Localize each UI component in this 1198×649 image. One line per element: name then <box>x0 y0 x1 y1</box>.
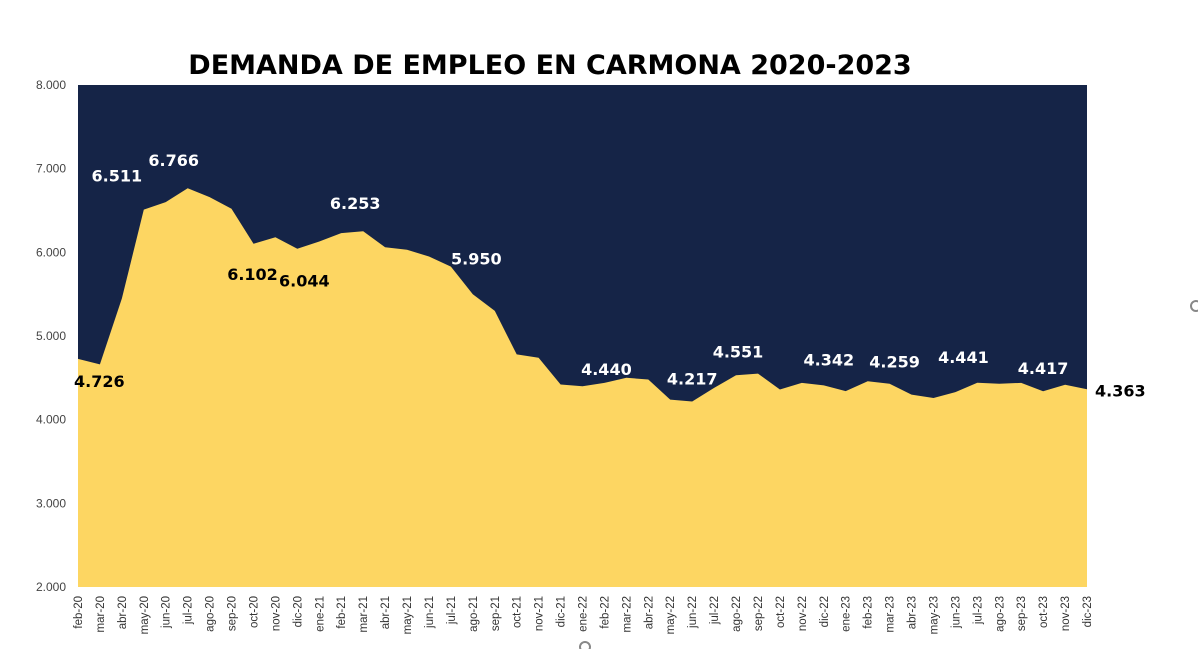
x-tick-label: nov-21 <box>534 596 546 631</box>
y-tick-label: 8.000 <box>36 78 66 92</box>
y-tick-label: 7.000 <box>36 162 66 176</box>
x-tick-label: jun-21 <box>424 596 436 629</box>
x-tick-label: abr-21 <box>380 596 392 629</box>
x-tick-label: jun-22 <box>687 596 699 629</box>
data-label: 4.441 <box>938 348 989 367</box>
x-tick-label: dic-22 <box>819 596 831 627</box>
x-tick-label: jul-21 <box>446 596 458 625</box>
area-series <box>78 188 1087 587</box>
data-label: 6.253 <box>330 194 381 213</box>
x-tick-label: nov-23 <box>1060 596 1072 631</box>
x-tick-label: mar-23 <box>885 596 897 632</box>
x-tick-label: ago-20 <box>205 596 217 632</box>
y-tick-label: 5.000 <box>36 329 66 343</box>
x-tick-label: nov-20 <box>270 596 282 631</box>
x-tick-label: abr-23 <box>907 596 919 629</box>
data-label: 6.511 <box>91 167 142 186</box>
x-tick-label: oct-22 <box>775 596 787 628</box>
data-label: 4.551 <box>713 343 764 362</box>
x-tick-label: feb-20 <box>73 596 85 629</box>
x-tick-label: jun-20 <box>161 596 173 629</box>
resize-handle-icon[interactable] <box>579 641 591 649</box>
data-labels: 4.726 6.511 6.766 6.102 6.044 6.253 5.950 4.440… <box>74 151 1146 400</box>
x-tick-label: ago-23 <box>994 596 1006 632</box>
x-tick-label: feb-23 <box>863 596 875 629</box>
data-label: 4.726 <box>74 372 125 391</box>
data-label: 4.417 <box>1018 359 1069 378</box>
x-tick-label: jul-20 <box>183 596 195 625</box>
x-tick-label: oct-20 <box>248 596 260 628</box>
x-tick-label: sep-20 <box>227 596 239 631</box>
x-tick-label: jul-22 <box>709 596 721 625</box>
x-tick-label: sep-23 <box>1016 596 1028 631</box>
x-tick-label: sep-21 <box>490 596 502 631</box>
x-axis: feb-20 mar-20 abr-20 may-20 jun-20 jul-20 ago-… <box>73 596 1094 634</box>
x-tick-label: abr-20 <box>117 596 129 629</box>
y-tick-label: 6.000 <box>36 245 66 259</box>
x-tick-label: may-21 <box>402 596 414 634</box>
x-tick-label: dic-23 <box>1082 596 1094 627</box>
x-tick-label: mar-20 <box>95 596 107 632</box>
x-tick-label: ene-23 <box>841 596 853 632</box>
data-label: 5.950 <box>451 250 502 269</box>
data-label: 4.217 <box>667 370 718 389</box>
x-tick-label: jun-23 <box>950 596 962 629</box>
x-tick-label: ago-22 <box>731 596 743 632</box>
x-tick-label: oct-21 <box>512 596 524 628</box>
data-label: 6.766 <box>148 151 199 170</box>
y-tick-label: 2.000 <box>36 580 66 594</box>
x-tick-label: nov-22 <box>797 596 809 631</box>
x-tick-label: dic-21 <box>556 596 568 627</box>
y-axis: 2.000 3.000 4.000 5.000 6.000 7.000 8.000 <box>36 78 66 594</box>
x-tick-label: ene-21 <box>314 596 326 632</box>
x-tick-label: may-22 <box>665 596 677 634</box>
resize-handle-icon[interactable] <box>1190 300 1198 312</box>
data-label: 4.342 <box>803 350 854 369</box>
y-tick-label: 3.000 <box>36 496 66 510</box>
x-tick-label: may-23 <box>928 596 940 634</box>
x-tick-label: feb-21 <box>336 596 348 629</box>
x-tick-label: abr-22 <box>643 596 655 629</box>
data-label: 4.259 <box>869 353 920 372</box>
x-tick-label: may-20 <box>139 596 151 634</box>
data-label: 6.044 <box>279 272 330 291</box>
data-label: 4.363 <box>1095 381 1146 400</box>
x-tick-label: oct-23 <box>1038 596 1050 628</box>
x-tick-label: mar-22 <box>621 596 633 632</box>
x-tick-label: mar-21 <box>358 596 370 632</box>
x-tick-label: dic-20 <box>292 596 304 627</box>
data-label: 4.440 <box>581 360 632 379</box>
x-tick-label: ene-22 <box>578 596 590 632</box>
data-label: 6.102 <box>227 265 278 284</box>
x-tick-label: sep-22 <box>753 596 765 631</box>
x-tick-label: feb-22 <box>599 596 611 629</box>
y-tick-label: 4.000 <box>36 413 66 427</box>
chart-title: DEMANDA DE EMPLEO EN CARMONA 2020-2023 <box>188 50 912 81</box>
x-tick-label: ago-21 <box>468 596 480 632</box>
x-tick-label: jul-23 <box>972 596 984 625</box>
